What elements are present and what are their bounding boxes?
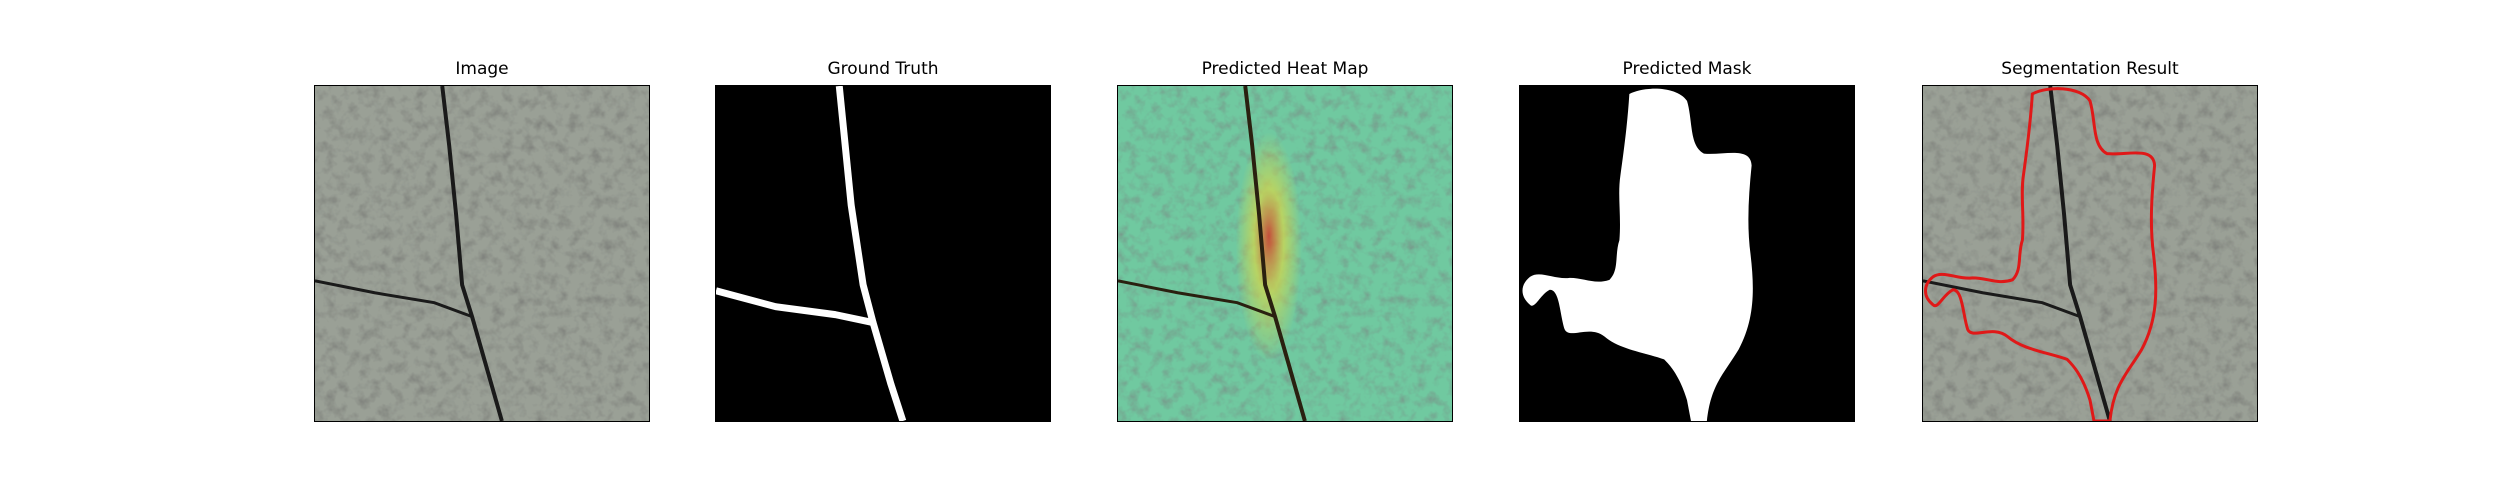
gt-crack-branch [716, 287, 874, 326]
mask-panel [1519, 85, 1855, 422]
heat-map-panel-title: Predicted Heat Map [1201, 59, 1369, 79]
ground-truth-mask [716, 86, 1050, 421]
crack-branch [315, 279, 473, 319]
gt-crack-main [835, 86, 907, 421]
mask-panel-title: Predicted Mask [1622, 59, 1752, 79]
predicted-mask [1520, 86, 1854, 421]
crack-main [440, 86, 504, 421]
segmentation-panel [1922, 85, 2258, 422]
segmentation-result [1923, 86, 2257, 421]
predicted-heat-map [1118, 86, 1452, 421]
heat-map-panel [1117, 85, 1453, 422]
image-panel-title: Image [455, 59, 509, 79]
mask-region [1522, 88, 1753, 421]
ground-truth-panel [715, 85, 1051, 422]
image-panel [314, 85, 650, 422]
segmentation-contour [1924, 87, 2158, 421]
stone-texture-image [315, 86, 649, 421]
segmentation-panel-title: Segmentation Result [2001, 59, 2179, 79]
ground-truth-panel-title: Ground Truth [827, 59, 939, 79]
